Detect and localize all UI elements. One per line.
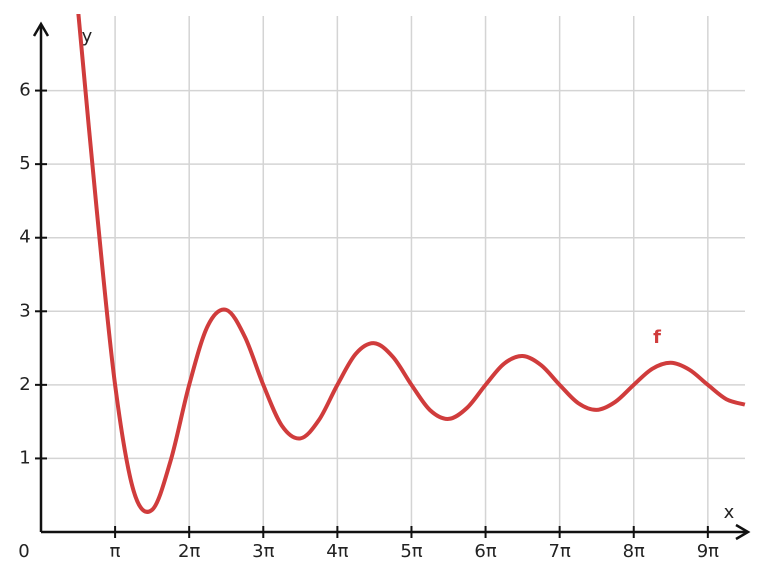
x-tick-label: 6π: [474, 541, 496, 562]
x-tick-label: 8π: [623, 541, 645, 562]
x-axis-label: x: [724, 502, 735, 523]
x-tick-label: 4π: [326, 541, 348, 562]
x-tick-label: π: [110, 541, 121, 562]
x-tick-label: 5π: [400, 541, 422, 562]
y-arrow: [32, 21, 50, 37]
x-tick-label: 9π: [697, 541, 719, 562]
y-tick-label: 4: [19, 227, 30, 248]
series-label: f: [653, 327, 661, 348]
y-tick-label: 3: [19, 300, 30, 321]
y-tick-label: 6: [19, 80, 30, 101]
x-tick-label: 3π: [252, 541, 274, 562]
x-arrow: [735, 523, 751, 541]
origin-label: 0: [18, 541, 29, 562]
y-axis-label: y: [82, 26, 93, 47]
line-series: [76, 14, 746, 514]
y-tick-label: 5: [19, 153, 30, 174]
y-tick-label: 1: [19, 447, 30, 468]
x-tick-label: 2π: [178, 541, 200, 562]
y-tick-label: 2: [19, 374, 30, 395]
x-tick-label: 7π: [549, 541, 571, 562]
